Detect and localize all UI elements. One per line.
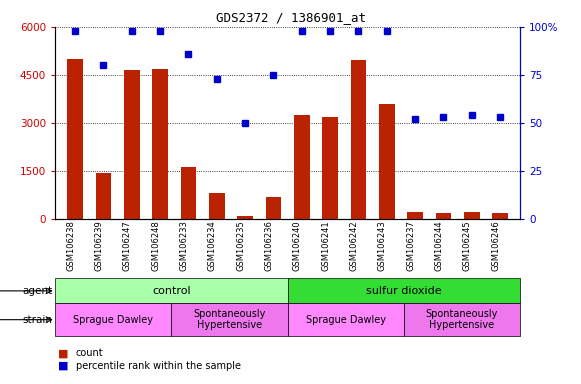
Text: GSM106240: GSM106240	[293, 220, 302, 271]
Text: GSM106246: GSM106246	[491, 220, 500, 271]
Text: GSM106248: GSM106248	[151, 220, 160, 271]
Text: GSM106244: GSM106244	[435, 220, 443, 271]
Bar	[266, 197, 281, 219]
Text: strain: strain	[22, 314, 52, 325]
Text: GSM106234: GSM106234	[208, 220, 217, 271]
Bar	[171, 303, 288, 336]
Bar	[436, 213, 451, 219]
Text: percentile rank within the sample: percentile rank within the sample	[76, 361, 241, 371]
Bar	[322, 117, 338, 219]
Text: GSM106235: GSM106235	[236, 220, 245, 271]
Bar	[379, 104, 394, 219]
Bar	[96, 173, 111, 219]
Text: ■: ■	[58, 361, 69, 371]
Bar	[288, 278, 520, 303]
Text: Spontaneously
Hypertensive: Spontaneously Hypertensive	[193, 309, 266, 331]
Bar	[351, 60, 366, 219]
Bar	[181, 167, 196, 219]
Text: GSM106238: GSM106238	[66, 220, 75, 271]
Text: Sprague Dawley: Sprague Dawley	[73, 314, 153, 325]
Bar	[124, 70, 139, 219]
Bar	[55, 278, 288, 303]
Bar	[237, 216, 253, 219]
Text: GSM106237: GSM106237	[406, 220, 415, 271]
Text: GSM106233: GSM106233	[180, 220, 188, 271]
Text: agent: agent	[22, 286, 52, 296]
Text: count: count	[76, 348, 103, 358]
Bar	[209, 193, 224, 219]
Bar	[67, 59, 83, 219]
Text: GSM106239: GSM106239	[94, 220, 103, 271]
Text: Sprague Dawley: Sprague Dawley	[306, 314, 386, 325]
Text: GDS2372 / 1386901_at: GDS2372 / 1386901_at	[216, 12, 365, 25]
Bar	[288, 303, 404, 336]
Bar	[294, 115, 310, 219]
Text: ■: ■	[58, 348, 69, 358]
Text: Spontaneously
Hypertensive: Spontaneously Hypertensive	[426, 309, 498, 331]
Text: GSM106242: GSM106242	[349, 220, 358, 271]
Text: GSM106245: GSM106245	[463, 220, 472, 271]
Text: GSM106247: GSM106247	[123, 220, 132, 271]
Bar	[492, 213, 508, 219]
Text: control: control	[152, 286, 191, 296]
Text: sulfur dioxide: sulfur dioxide	[366, 286, 442, 296]
Bar	[152, 69, 168, 219]
Text: GSM106243: GSM106243	[378, 220, 387, 271]
Text: GSM106241: GSM106241	[321, 220, 330, 271]
Bar	[407, 212, 423, 219]
Bar	[404, 303, 520, 336]
Bar	[464, 212, 479, 219]
Bar	[55, 303, 171, 336]
Text: GSM106236: GSM106236	[264, 220, 274, 271]
